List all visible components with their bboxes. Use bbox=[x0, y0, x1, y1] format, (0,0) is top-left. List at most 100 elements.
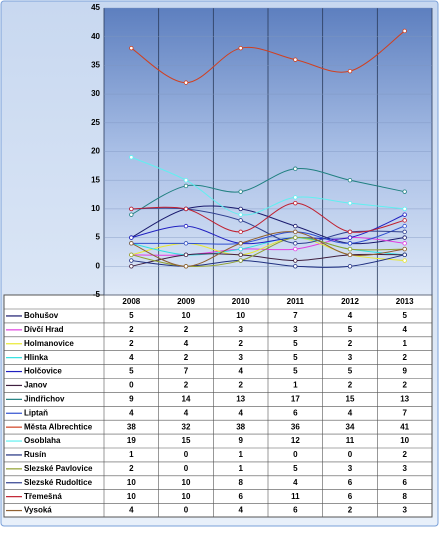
table-cell: 41 bbox=[400, 422, 409, 431]
table-cell: 4 bbox=[348, 311, 353, 320]
data-point bbox=[402, 246, 407, 252]
data-point bbox=[238, 218, 243, 223]
data-point bbox=[238, 212, 243, 217]
table-cell: 11 bbox=[291, 492, 300, 501]
table-cell: 19 bbox=[127, 436, 136, 445]
data-point bbox=[402, 212, 407, 217]
data-point bbox=[238, 45, 243, 51]
y-tick-label: 35 bbox=[91, 61, 100, 70]
legend-label: Holmanovice bbox=[24, 339, 74, 348]
table-cell: 7 bbox=[293, 311, 298, 320]
table-cell: 4 bbox=[238, 408, 243, 417]
table-cell: 10 bbox=[182, 311, 191, 320]
data-point bbox=[293, 57, 298, 62]
y-tick-label: 45 bbox=[91, 3, 100, 12]
data-point bbox=[402, 206, 407, 212]
data-point bbox=[293, 223, 298, 229]
data-point bbox=[238, 229, 243, 235]
series-line bbox=[131, 168, 405, 216]
table-cell: 10 bbox=[182, 492, 191, 501]
data-point bbox=[238, 246, 243, 252]
data-point bbox=[129, 241, 134, 246]
table-cell: 36 bbox=[291, 422, 300, 431]
table-cell: 1 bbox=[129, 450, 134, 459]
legend-label: Vysoká bbox=[24, 506, 52, 515]
data-point bbox=[129, 45, 134, 51]
table-cell: 0 bbox=[184, 450, 189, 459]
y-tick-label: 40 bbox=[91, 32, 100, 41]
table-cell: 32 bbox=[182, 422, 191, 431]
data-point bbox=[402, 223, 407, 229]
table-cell: 6 bbox=[293, 408, 298, 417]
table-cell: 6 bbox=[402, 478, 407, 487]
data-point bbox=[129, 235, 134, 240]
series-line bbox=[131, 253, 405, 267]
table-cell: 10 bbox=[236, 311, 245, 320]
series-line bbox=[131, 225, 405, 245]
data-point bbox=[183, 80, 189, 85]
table-cell: 13 bbox=[400, 394, 409, 403]
table-cell: 12 bbox=[291, 436, 300, 445]
data-point bbox=[347, 229, 353, 235]
y-tick-label: 30 bbox=[91, 89, 100, 98]
table-cell: 4 bbox=[238, 506, 243, 515]
table-cell: 1 bbox=[238, 464, 243, 473]
table-cell: 4 bbox=[129, 353, 134, 362]
data-point bbox=[293, 200, 298, 206]
table-cell: 5 bbox=[129, 311, 134, 320]
table-cell: 0 bbox=[348, 450, 353, 459]
legend-label: Janov bbox=[24, 381, 48, 390]
data-point bbox=[238, 241, 243, 246]
data-point bbox=[129, 258, 134, 263]
data-point bbox=[293, 258, 298, 263]
data-point bbox=[402, 258, 407, 263]
table-cell: 3 bbox=[238, 353, 243, 362]
y-tick-label: 15 bbox=[91, 175, 100, 184]
table-cell: 10 bbox=[400, 436, 409, 445]
table-cell: 13 bbox=[236, 394, 245, 403]
table-cell: 7 bbox=[402, 408, 407, 417]
y-tick-label: -5 bbox=[93, 290, 101, 299]
table-cell: 10 bbox=[127, 492, 136, 501]
table-cell: 3 bbox=[348, 353, 353, 362]
table-cell: 2 bbox=[402, 450, 407, 459]
legend-label: Dívčí Hrad bbox=[24, 325, 64, 334]
data-point bbox=[183, 223, 189, 229]
table-cell: 3 bbox=[348, 464, 353, 473]
data-point bbox=[238, 252, 243, 258]
table-cell: 4 bbox=[184, 339, 189, 348]
data-point bbox=[129, 212, 134, 217]
x-tick-label: 2008 bbox=[122, 297, 140, 306]
data-point bbox=[183, 241, 189, 246]
table-cell: 34 bbox=[346, 422, 355, 431]
table-cell: 0 bbox=[184, 464, 189, 473]
table-cell: 10 bbox=[182, 478, 191, 487]
x-tick-label: 2011 bbox=[287, 297, 305, 306]
data-point bbox=[129, 252, 134, 258]
table-cell: 3 bbox=[402, 464, 407, 473]
table-cell: 0 bbox=[293, 450, 298, 459]
table-cell: 4 bbox=[184, 408, 189, 417]
table-cell: 0 bbox=[184, 506, 189, 515]
data-point bbox=[402, 229, 407, 235]
legend-label: Jindřichov bbox=[24, 394, 65, 403]
legend-label: Holčovice bbox=[24, 367, 62, 376]
legend-label: Města Albrechtice bbox=[24, 422, 93, 431]
y-tick-label: 5 bbox=[96, 233, 101, 242]
table-cell: 2 bbox=[348, 339, 353, 348]
series-line bbox=[131, 231, 405, 267]
series-line bbox=[131, 205, 405, 245]
legend-label: Hlinka bbox=[24, 353, 49, 362]
table-cell: 10 bbox=[127, 478, 136, 487]
data-point bbox=[183, 177, 189, 183]
table-cell: 2 bbox=[348, 506, 353, 515]
data-point bbox=[347, 252, 353, 258]
data-point bbox=[293, 235, 298, 240]
series-line bbox=[131, 202, 405, 233]
data-point bbox=[238, 258, 243, 263]
table-cell: 5 bbox=[293, 464, 298, 473]
table-cell: 2 bbox=[238, 381, 243, 390]
x-tick-label: 2010 bbox=[232, 297, 250, 306]
legend-label: Osoblaha bbox=[24, 436, 61, 445]
table-cell: 15 bbox=[182, 436, 191, 445]
